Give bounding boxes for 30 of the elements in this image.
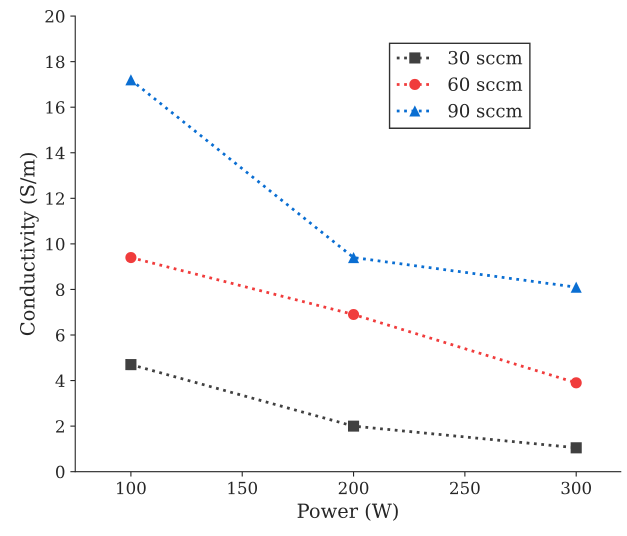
y-tick-label: 10 <box>46 238 64 250</box>
y-tick-label: 8 <box>56 283 64 296</box>
legend-label: 60 sccm <box>448 77 522 92</box>
x-tick-label: 200 <box>338 482 368 494</box>
y-tick-label: 6 <box>56 328 64 342</box>
x-tick-label: 300 <box>562 482 591 494</box>
point <box>125 74 136 86</box>
y-tick-label: 12 <box>46 192 64 205</box>
x-tick-label: 100 <box>117 482 146 494</box>
x-tick-label: 150 <box>228 482 258 494</box>
y-axis-title: Conductivity (S/m) <box>20 153 39 336</box>
y-tick-label: 2 <box>56 420 64 432</box>
point <box>570 377 582 388</box>
point <box>570 282 582 293</box>
point <box>570 442 582 454</box>
x-axis-title: Power (W) <box>298 503 398 521</box>
point <box>348 308 360 320</box>
x-tick-label: 250 <box>450 482 480 494</box>
y-tick-label: 18 <box>46 56 64 68</box>
point <box>348 252 360 264</box>
point <box>125 252 136 264</box>
y-tick-label: 20 <box>45 10 64 23</box>
legend-label: 90 sccm <box>448 104 522 118</box>
y-tick-label: 16 <box>46 101 64 114</box>
legend-label: 30 sccm <box>448 50 522 65</box>
y-tick-label: 4 <box>55 374 65 387</box>
point <box>348 420 360 432</box>
y-tick-label: 14 <box>46 146 65 160</box>
y-tick-label: 0 <box>56 466 64 478</box>
point <box>125 359 136 370</box>
